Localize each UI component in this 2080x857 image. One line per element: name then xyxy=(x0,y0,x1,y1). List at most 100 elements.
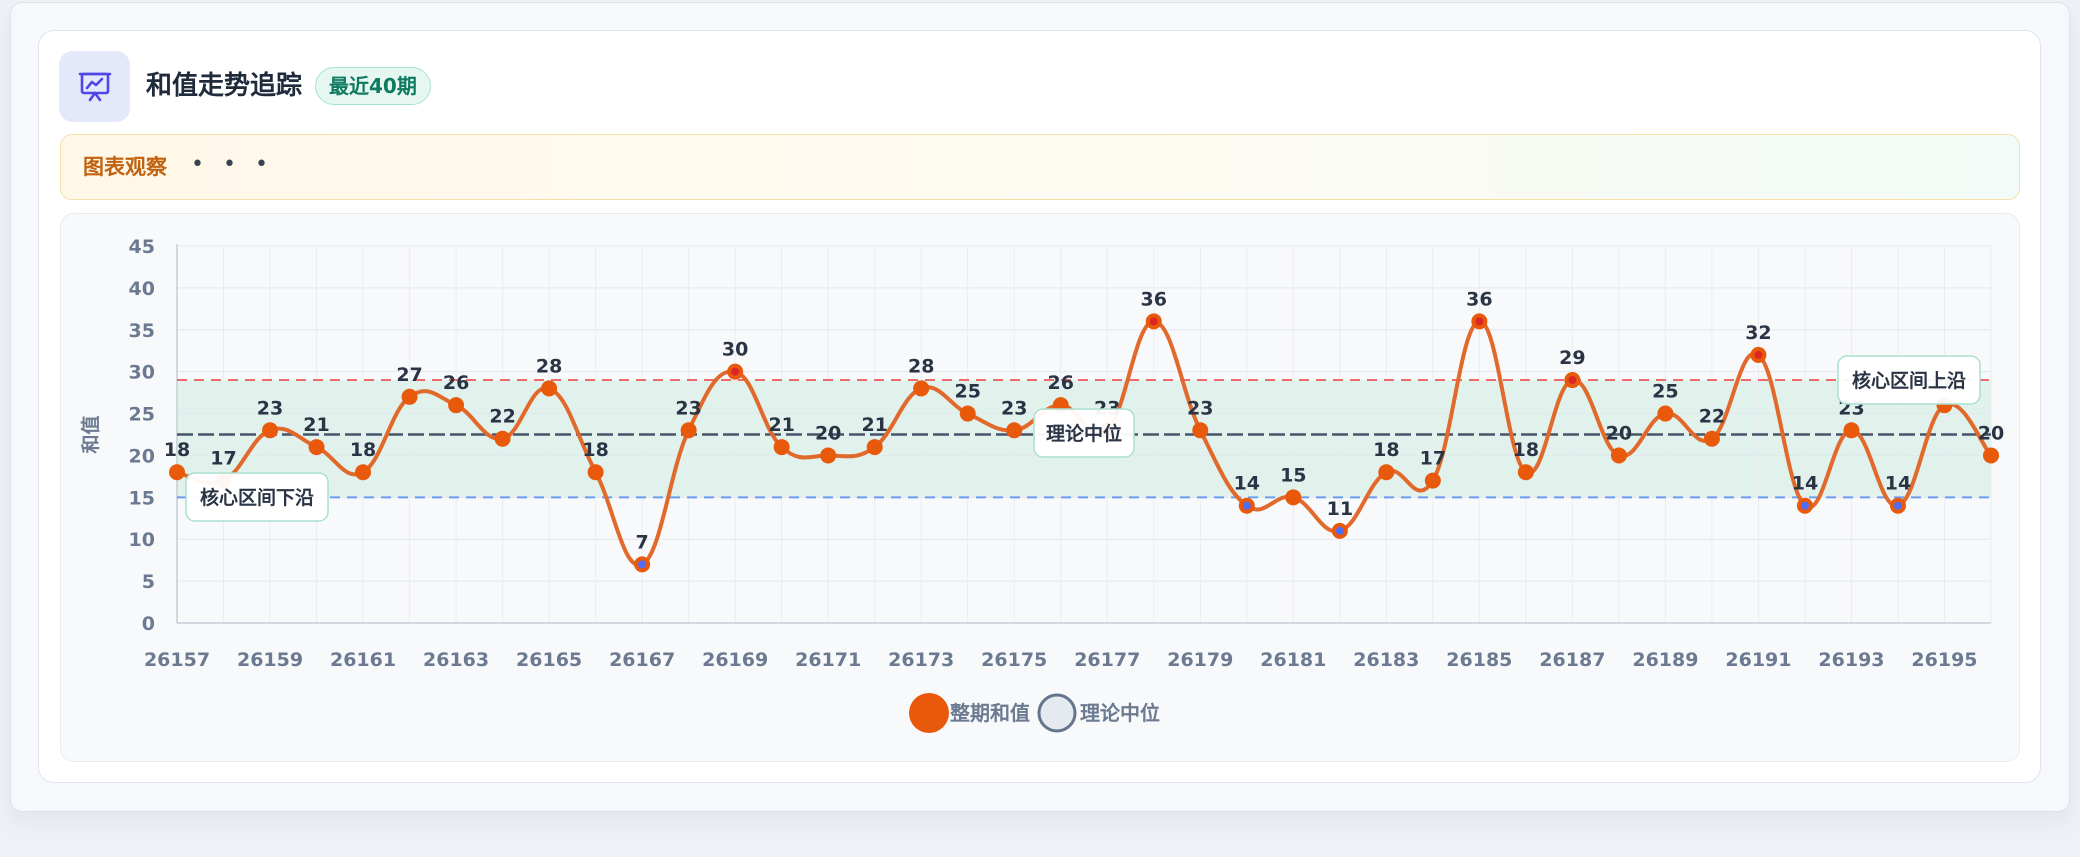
data-point xyxy=(1378,464,1395,481)
page-title: 和值走势追踪 xyxy=(146,71,303,101)
data-label: 7 xyxy=(636,531,649,553)
data-label: 14 xyxy=(1234,473,1260,495)
data-label: 14 xyxy=(1885,473,1911,495)
x-tick-label: 26169 xyxy=(702,649,768,671)
data-label: 18 xyxy=(582,439,608,461)
data-label: 36 xyxy=(1466,288,1492,310)
data-point xyxy=(680,422,697,439)
data-label: 17 xyxy=(210,448,236,470)
annotation-label: 核心区间上沿 xyxy=(1852,369,1966,392)
data-label: 28 xyxy=(536,355,562,377)
x-tick-label: 26163 xyxy=(423,649,489,671)
y-tick-label: 30 xyxy=(129,362,155,384)
data-label: 26 xyxy=(443,372,469,394)
header-icon-tile xyxy=(59,51,130,122)
y-tick-label: 10 xyxy=(129,529,155,551)
x-tick-label: 26167 xyxy=(609,649,675,671)
data-label: 23 xyxy=(1001,397,1027,419)
data-point-highlight-low xyxy=(1893,501,1902,510)
x-tick-label: 26177 xyxy=(1074,649,1140,671)
data-label: 18 xyxy=(164,439,190,461)
data-point-highlight-high xyxy=(1754,350,1763,359)
more-icon[interactable]: • • • xyxy=(191,152,274,177)
observation-notice[interactable]: 图表观察 • • • xyxy=(60,134,2020,200)
y-tick-label: 40 xyxy=(129,278,155,300)
data-point xyxy=(1983,447,1999,464)
data-point xyxy=(913,380,930,397)
data-label: 14 xyxy=(1792,473,1818,495)
data-label: 15 xyxy=(1280,464,1306,486)
data-label: 22 xyxy=(1699,406,1725,428)
data-point xyxy=(959,405,976,422)
data-label: 27 xyxy=(396,364,422,386)
annotation-box xyxy=(1837,355,1981,405)
legend-swatch-sum xyxy=(909,693,949,733)
data-point xyxy=(1192,422,1209,439)
data-point xyxy=(1610,447,1627,464)
data-point xyxy=(1517,464,1534,481)
data-label: 36 xyxy=(1141,288,1167,310)
x-tick-label: 26173 xyxy=(888,649,954,671)
data-label: 25 xyxy=(1652,381,1678,403)
y-tick-label: 15 xyxy=(129,487,155,509)
data-point xyxy=(866,439,883,456)
data-label: 21 xyxy=(768,414,794,436)
x-tick-label: 26175 xyxy=(981,649,1047,671)
data-label: 18 xyxy=(1373,439,1399,461)
data-point-highlight-high xyxy=(1475,317,1484,326)
annotation-box xyxy=(1033,408,1135,458)
x-tick-label: 26185 xyxy=(1446,649,1512,671)
legend-label-sum: 整期和值 xyxy=(949,701,1030,725)
data-point xyxy=(308,439,325,456)
data-label: 23 xyxy=(257,397,283,419)
data-label: 17 xyxy=(1420,448,1446,470)
annotation-label: 理论中位 xyxy=(1046,422,1122,445)
data-point xyxy=(1424,472,1441,489)
x-tick-label: 26179 xyxy=(1167,649,1233,671)
data-point-highlight-high xyxy=(731,367,740,376)
x-tick-label: 26181 xyxy=(1260,649,1326,671)
data-point xyxy=(773,439,790,456)
data-point xyxy=(541,380,558,397)
y-tick-label: 5 xyxy=(142,571,155,593)
data-label: 18 xyxy=(1513,439,1539,461)
x-tick-label: 26195 xyxy=(1911,649,1977,671)
data-label: 20 xyxy=(1978,422,2004,444)
annotation-box xyxy=(185,472,329,522)
data-label: 23 xyxy=(1187,397,1213,419)
legend-swatch-median xyxy=(1037,693,1077,733)
data-point-highlight-low xyxy=(1242,501,1251,510)
data-label: 20 xyxy=(1606,422,1632,444)
presentation-chart-icon xyxy=(78,72,111,101)
period-badge: 最近40期 xyxy=(315,67,431,105)
data-point xyxy=(262,422,279,439)
data-point xyxy=(448,397,465,414)
data-label: 20 xyxy=(815,422,841,444)
annotation-label: 核心区间下沿 xyxy=(200,486,314,509)
x-tick-label: 26187 xyxy=(1539,649,1605,671)
data-label: 32 xyxy=(1745,322,1771,344)
data-point xyxy=(1657,405,1674,422)
y-tick-label: 35 xyxy=(129,320,155,342)
data-label: 23 xyxy=(675,397,701,419)
x-tick-label: 26161 xyxy=(330,649,396,671)
data-label: 28 xyxy=(908,355,934,377)
data-point-highlight-high xyxy=(1568,376,1577,385)
x-tick-label: 26165 xyxy=(516,649,582,671)
data-point xyxy=(1703,430,1720,447)
x-tick-label: 26193 xyxy=(1818,649,1884,671)
notice-label: 图表观察 xyxy=(83,155,167,179)
data-label: 22 xyxy=(489,406,515,428)
data-label: 29 xyxy=(1559,347,1585,369)
y-tick-label: 45 xyxy=(129,236,155,258)
data-point xyxy=(820,447,837,464)
data-point-highlight-low xyxy=(1335,526,1344,535)
data-label: 30 xyxy=(722,339,748,361)
x-tick-label: 26189 xyxy=(1632,649,1698,671)
data-label: 18 xyxy=(350,439,376,461)
data-label: 11 xyxy=(1327,498,1353,520)
data-label: 21 xyxy=(303,414,329,436)
data-label: 25 xyxy=(954,381,980,403)
x-tick-label: 26159 xyxy=(237,649,303,671)
data-point xyxy=(1006,422,1023,439)
